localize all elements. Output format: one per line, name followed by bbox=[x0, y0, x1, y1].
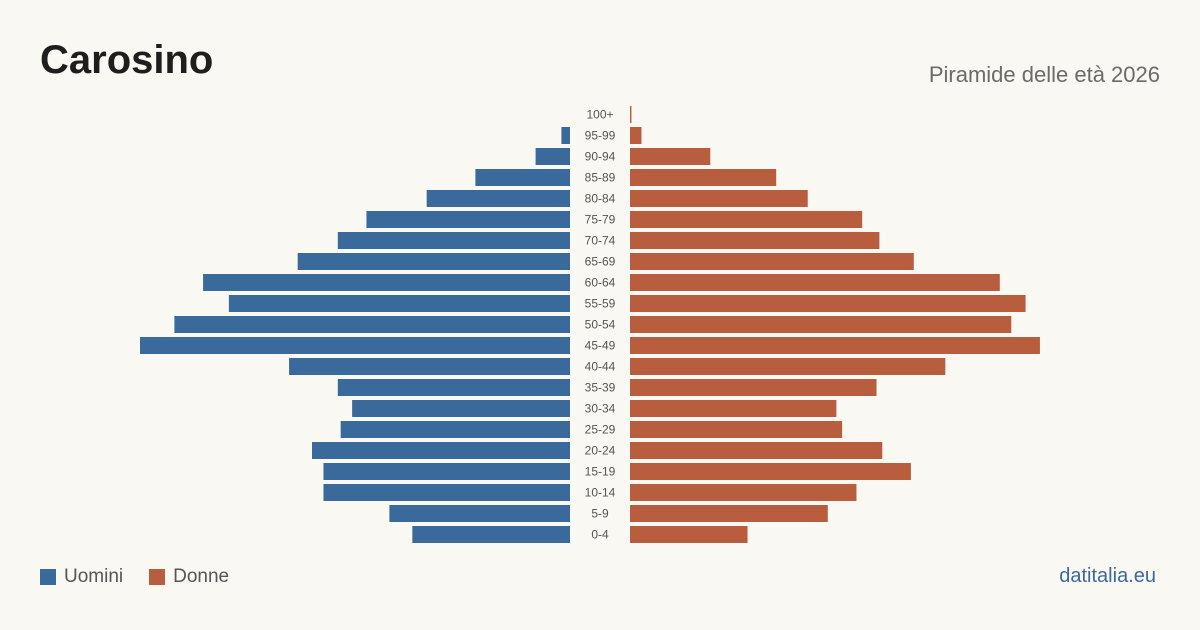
bar-men-15-19 bbox=[323, 463, 570, 480]
bar-men-55-59 bbox=[228, 295, 570, 312]
bar-women-85-89 bbox=[630, 169, 777, 186]
bar-women-100plus bbox=[630, 106, 632, 123]
bar-women-70-74 bbox=[630, 232, 880, 249]
bar-women-35-39 bbox=[630, 379, 877, 396]
bar-men-35-39 bbox=[337, 379, 570, 396]
legend-swatch-men bbox=[40, 569, 56, 585]
bar-men-50-54 bbox=[174, 316, 570, 333]
bar-women-50-54 bbox=[630, 316, 1012, 333]
bar-men-40-44 bbox=[289, 358, 570, 375]
age-label-25-29: 25-29 bbox=[585, 423, 616, 437]
chart-title: Carosino bbox=[40, 38, 214, 82]
bar-women-20-24 bbox=[630, 442, 883, 459]
bar-men-95-99 bbox=[561, 127, 570, 144]
age-label-80-84: 80-84 bbox=[585, 192, 616, 206]
age-label-10-14: 10-14 bbox=[585, 486, 616, 500]
age-label-75-79: 75-79 bbox=[585, 213, 616, 227]
legend-item-women: Donne bbox=[149, 566, 229, 588]
bar-men-90-94 bbox=[535, 148, 570, 165]
legend-label-men: Uomini bbox=[64, 566, 124, 587]
legend: Uomini Donne bbox=[40, 566, 255, 588]
bar-men-85-89 bbox=[475, 169, 570, 186]
bar-women-30-34 bbox=[630, 400, 837, 417]
age-label-30-34: 30-34 bbox=[585, 402, 616, 416]
age-label-40-44: 40-44 bbox=[585, 360, 616, 374]
bar-men-25-29 bbox=[340, 421, 570, 438]
bar-women-15-19 bbox=[630, 463, 911, 480]
age-label-65-69: 65-69 bbox=[585, 255, 616, 269]
age-label-50-54: 50-54 bbox=[585, 318, 616, 332]
bar-women-60-64 bbox=[630, 274, 1000, 291]
chart-subtitle: Piramide delle età 2026 bbox=[928, 62, 1160, 87]
bar-women-55-59 bbox=[630, 295, 1026, 312]
legend-item-men: Uomini bbox=[40, 566, 123, 588]
bar-men-45-49 bbox=[140, 337, 570, 354]
age-label-45-49: 45-49 bbox=[585, 339, 616, 353]
age-label-90-94: 90-94 bbox=[585, 150, 616, 164]
age-label-100plus: 100+ bbox=[586, 108, 613, 122]
bar-men-70-74 bbox=[337, 232, 570, 249]
bar-men-20-24 bbox=[312, 442, 570, 459]
age-label-85-89: 85-89 bbox=[585, 171, 616, 185]
bar-men-5-9 bbox=[389, 505, 570, 522]
bar-women-45-49 bbox=[630, 337, 1040, 354]
bar-women-5-9 bbox=[630, 505, 828, 522]
bar-men-75-79 bbox=[366, 211, 570, 228]
bar-women-90-94 bbox=[630, 148, 711, 165]
legend-swatch-women bbox=[149, 569, 166, 585]
age-label-15-19: 15-19 bbox=[585, 465, 616, 479]
age-label-20-24: 20-24 bbox=[585, 444, 616, 458]
bar-men-80-84 bbox=[426, 190, 570, 207]
bar-women-0-4 bbox=[630, 526, 748, 543]
bar-men-10-14 bbox=[323, 484, 570, 501]
bar-women-75-79 bbox=[630, 211, 863, 228]
brand-link[interactable]: datitalia.eu bbox=[1059, 565, 1156, 587]
bar-men-65-69 bbox=[297, 253, 570, 270]
age-label-60-64: 60-64 bbox=[585, 276, 616, 290]
age-label-35-39: 35-39 bbox=[585, 381, 616, 395]
bar-men-60-64 bbox=[203, 274, 571, 291]
bar-women-40-44 bbox=[630, 358, 946, 375]
age-label-5-9: 5-9 bbox=[591, 507, 609, 521]
legend-label-women: Donne bbox=[173, 566, 230, 587]
age-label-55-59: 55-59 bbox=[585, 297, 616, 311]
bar-men-30-34 bbox=[352, 400, 570, 417]
age-label-70-74: 70-74 bbox=[585, 234, 616, 248]
bar-men-0-4 bbox=[412, 526, 570, 543]
bar-women-65-69 bbox=[630, 253, 914, 270]
bar-women-10-14 bbox=[630, 484, 857, 501]
bar-women-80-84 bbox=[630, 190, 808, 207]
age-label-95-99: 95-99 bbox=[585, 129, 616, 143]
bar-women-25-29 bbox=[630, 421, 843, 438]
age-label-0-4: 0-4 bbox=[591, 528, 609, 542]
bar-women-95-99 bbox=[630, 127, 642, 144]
